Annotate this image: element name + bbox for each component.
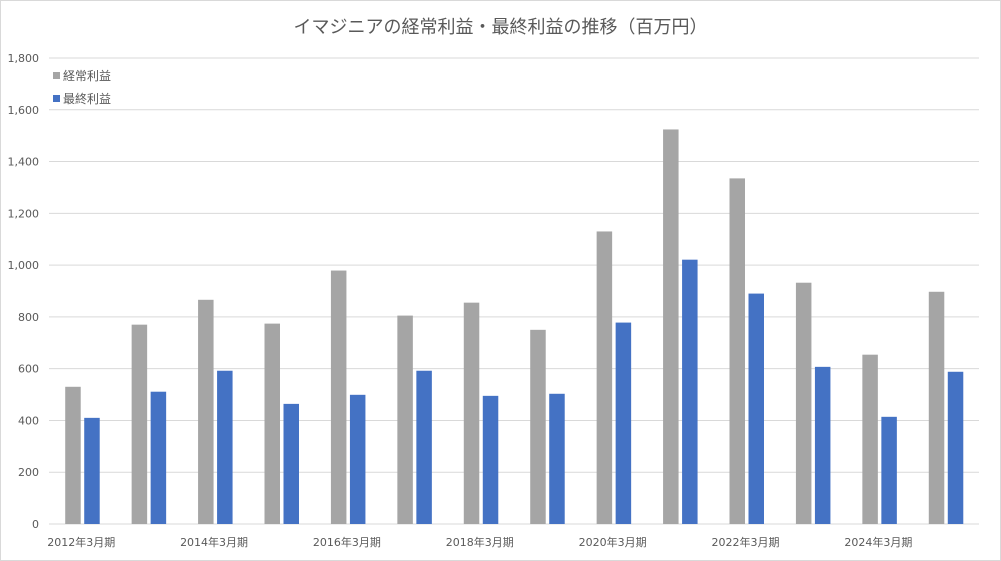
bar-ordinary-profit <box>397 315 413 524</box>
bar-ordinary-profit <box>264 323 280 524</box>
bar-ordinary-profit <box>862 354 878 524</box>
legend-item-ordinary-profit: 経常利益 <box>53 67 111 84</box>
y-tick-label: 200 <box>18 466 39 479</box>
bar-net-profit <box>349 394 366 524</box>
bar-net-profit <box>416 370 432 524</box>
bar-ordinary-profit <box>663 129 679 524</box>
y-tick-label: 1,400 <box>8 156 40 169</box>
bar-net-profit <box>150 391 167 524</box>
y-tick-label: 400 <box>18 414 39 427</box>
y-tick-label: 0 <box>32 518 39 531</box>
bar-net-profit <box>217 370 233 524</box>
y-tick-label: 1,800 <box>8 52 40 65</box>
y-tick-label: 1,000 <box>8 259 40 272</box>
legend-label: 経常利益 <box>63 69 112 83</box>
bar-net-profit <box>84 417 100 524</box>
bar-net-profit <box>615 322 632 524</box>
bar-ordinary-profit <box>131 324 148 524</box>
bar-net-profit <box>881 416 897 524</box>
y-tick-label: 1,200 <box>8 207 40 220</box>
bar-net-profit <box>283 403 299 524</box>
bar-ordinary-profit <box>596 231 613 524</box>
x-tick-label: 2022年3月期 <box>712 535 780 549</box>
y-tick-label: 1,600 <box>8 104 40 117</box>
x-tick-label: 2020年3月期 <box>579 535 647 549</box>
bar-ordinary-profit <box>198 299 214 524</box>
bar-net-profit <box>482 395 499 524</box>
bar-ordinary-profit <box>795 282 812 524</box>
bar-ordinary-profit <box>928 291 945 524</box>
bar-ordinary-profit <box>463 302 480 524</box>
bar-ordinary-profit <box>65 386 81 524</box>
legend-label: 最終利益 <box>63 92 112 106</box>
bar-net-profit <box>682 259 698 524</box>
chart-title: イマジニアの経常利益・最終利益の推移（百万円） <box>293 17 708 38</box>
x-tick-label: 2012年3月期 <box>47 535 115 549</box>
bar-net-profit <box>549 393 565 524</box>
bar-ordinary-profit <box>330 270 347 524</box>
bar-ordinary-profit <box>729 178 745 524</box>
bar-ordinary-profit <box>530 329 546 524</box>
legend-swatch-gray <box>53 72 60 79</box>
bar-net-profit <box>748 293 764 524</box>
x-tick-label: 2018年3月期 <box>446 535 514 549</box>
bar-net-profit <box>947 371 964 524</box>
y-tick-label: 800 <box>18 311 39 324</box>
legend-swatch-blue <box>53 95 60 102</box>
legend-item-net-profit: 最終利益 <box>53 90 111 107</box>
x-tick-label: 2024年3月期 <box>844 535 912 549</box>
bar-net-profit <box>814 366 831 524</box>
x-tick-label: 2014年3月期 <box>180 535 248 549</box>
y-tick-label: 600 <box>18 363 39 376</box>
x-tick-label: 2016年3月期 <box>313 535 381 549</box>
